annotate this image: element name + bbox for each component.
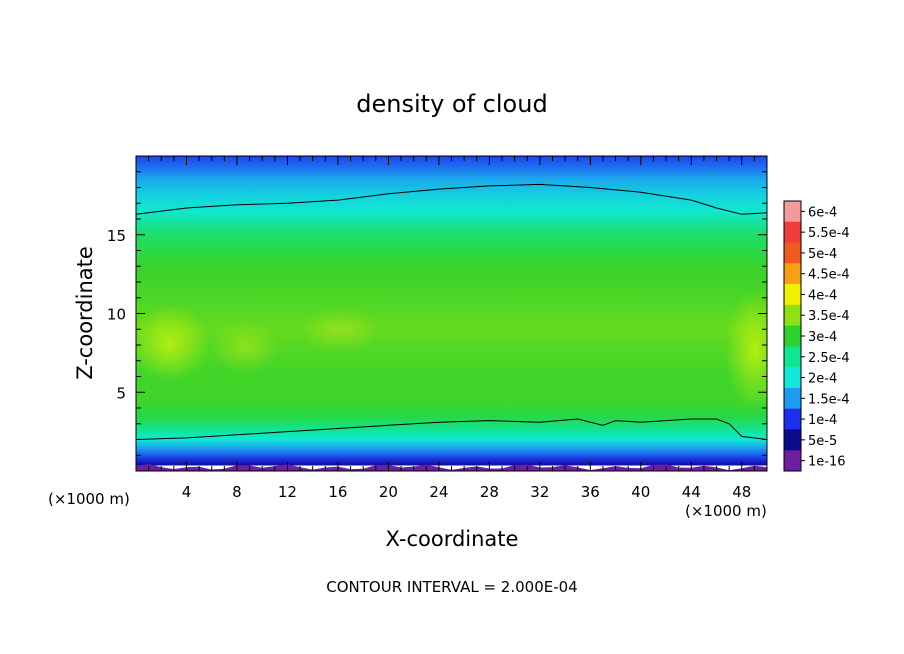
colorbar-label: 2e-4 — [808, 372, 837, 387]
colorbar-label: 1.5e-4 — [808, 392, 850, 407]
contour-line — [136, 418, 767, 440]
chart-title: density of cloud — [356, 90, 547, 118]
x-tick-label: 36 — [581, 483, 600, 501]
colorbar-swatch — [784, 263, 801, 285]
colorbar-swatch — [784, 429, 801, 451]
y-tick-label: 10 — [107, 306, 126, 324]
colorbar-swatch — [784, 284, 801, 306]
colorbar-swatch — [784, 408, 801, 430]
x-unit-label-right: (×1000 m) — [685, 502, 767, 520]
colorbar-swatch — [784, 387, 801, 410]
colorbar-swatch — [784, 346, 801, 368]
colorbar-label: 5.5e-4 — [808, 226, 850, 241]
x-tick-label: 28 — [480, 483, 499, 501]
colorbar-label: 3.5e-4 — [808, 309, 850, 324]
colorbar-swatch — [784, 450, 801, 472]
density-maximum-right — [725, 290, 767, 410]
x-tick-label: 8 — [232, 483, 242, 501]
density-maximum-left — [136, 305, 210, 381]
colorbar-label: 3e-4 — [808, 330, 837, 345]
x-tick-label: 24 — [429, 483, 448, 501]
colorbar-swatch — [784, 242, 801, 264]
colorbar-swatch — [784, 304, 801, 327]
y-axis: 5 10 15 — [107, 171, 767, 456]
x-tick-label: 16 — [328, 483, 347, 501]
y-tick-label: 15 — [107, 227, 126, 245]
ground-purple-band — [136, 464, 767, 471]
x-tick-label: 40 — [631, 483, 650, 501]
density-field — [136, 156, 767, 471]
x-axis: 4 8 12 16 20 24 28 32 36 40 44 48 — [148, 156, 755, 501]
colorbar-swatch — [784, 221, 801, 244]
density-local-maximum — [300, 308, 380, 352]
contour-lines — [136, 183, 767, 440]
x-tick-label: 20 — [379, 483, 398, 501]
colorbar-label: 2.5e-4 — [808, 351, 850, 366]
colorbar-label: 1e-4 — [808, 413, 837, 428]
plot-area — [136, 156, 767, 471]
x-tick-label: 32 — [530, 483, 549, 501]
colorbar-label: 5e-5 — [808, 434, 837, 449]
contour-line — [136, 183, 767, 215]
colorbar-label: 5e-4 — [808, 247, 837, 262]
x-tick-label: 44 — [682, 483, 701, 501]
density-local-maximum — [210, 322, 280, 372]
x-unit-label-left: (×1000 m) — [48, 490, 130, 508]
y-axis-label: Z-coordinate — [73, 246, 97, 380]
colorbar-swatch — [784, 367, 801, 389]
x-tick-label: 48 — [732, 483, 751, 501]
colorbar-label: 1e-16 — [808, 455, 846, 470]
x-tick-label: 12 — [278, 483, 297, 501]
colorbar: 6e-4 5.5e-4 5e-4 4.5e-4 4e-4 3.5e-4 3e-4 2.5e-4… — [783, 200, 850, 472]
contour-interval-note: CONTOUR INTERVAL = 2.000E-04 — [326, 578, 577, 596]
colorbar-label: 6e-4 — [808, 205, 837, 220]
x-axis-label: X-coordinate — [386, 527, 519, 551]
x-tick-label: 4 — [182, 483, 192, 501]
colorbar-label: 4e-4 — [808, 288, 837, 303]
colorbar-swatch — [784, 201, 801, 223]
colorbar-label: 4.5e-4 — [808, 268, 850, 283]
colorbar-swatch — [784, 325, 801, 347]
y-tick-label: 5 — [116, 384, 126, 402]
